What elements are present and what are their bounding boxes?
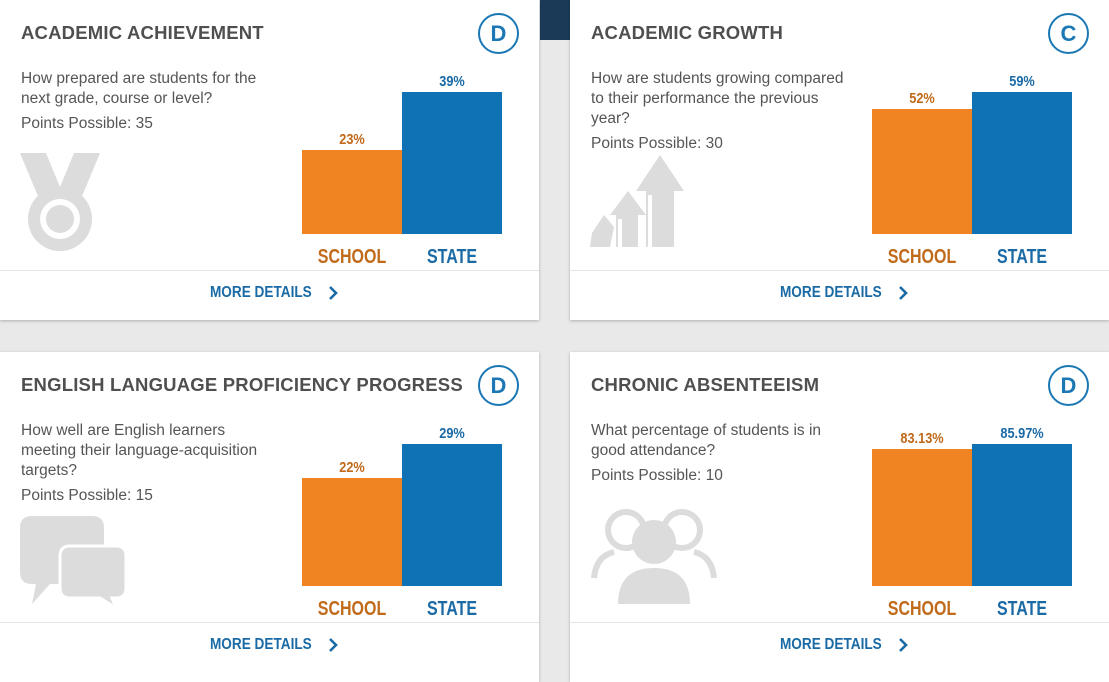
header-band [540,0,570,40]
card-title: ENGLISH LANGUAGE PROFICIENCY PROGRESS [21,374,463,395]
value-label-school: 52% [909,89,935,107]
points-possible: Points Possible: 35 [21,115,153,132]
bar-state [972,92,1072,234]
category-label-school: SCHOOL [317,246,387,268]
card-title: CHRONIC ABSENTEEISM [591,374,820,395]
growth-arrows-icon [590,155,686,260]
bar-chart: 52% 59% SCHOOL STATE [872,0,1073,270]
category-label-state: STATE [996,246,1048,268]
more-details-label: MORE DETAILS [210,636,313,653]
grade-badge: D [1048,365,1089,406]
card-academic-achievement: ACADEMIC ACHIEVEMENT D How prepared are … [0,0,539,320]
question-text: How well are English learners meeting th… [21,422,258,479]
card-title: ACADEMIC ACHIEVEMENT [21,22,264,43]
more-details-label: MORE DETAILS [210,284,313,301]
card-english-language-proficiency: ENGLISH LANGUAGE PROFICIENCY PROGRESS D … [0,352,539,682]
value-label-state: 85.97% [1000,425,1044,442]
bar-chart: 22% 29% SCHOOL STATE [302,352,503,622]
value-label-school: 23% [339,131,365,149]
card-description: How prepared are students for the next g… [21,69,283,134]
category-label-state: STATE [426,598,478,620]
grade-badge: C [1048,13,1089,54]
card-title: ACADEMIC GROWTH [591,22,784,43]
value-label-school: 83.13% [900,429,944,447]
question-text: How prepared are students for the next g… [21,70,257,107]
points-possible: Points Possible: 10 [591,467,723,484]
more-details-link[interactable]: MORE DETAILS [570,636,1109,654]
value-label-state: 39% [439,73,465,90]
speech-bubbles-icon [20,516,128,613]
more-details-label: MORE DETAILS [780,284,883,301]
bar-school [872,448,972,586]
category-label-school: SCHOOL [317,598,387,620]
question-text: How are students growing compared to the… [591,70,844,127]
card-description: How are students growing compared to the… [591,69,853,154]
plot-area: 52% 59% [872,0,1073,234]
more-details-link[interactable]: MORE DETAILS [0,636,539,654]
card-description: How well are English learners meeting th… [21,421,283,506]
plot-area: 22% 29% [302,352,503,586]
bar-school [302,478,402,586]
more-details-link[interactable]: MORE DETAILS [570,284,1109,302]
more-details-link[interactable]: MORE DETAILS [0,284,539,302]
grade-badge: D [478,365,519,406]
card-chronic-absenteeism: CHRONIC ABSENTEEISM D What percentage of… [570,352,1109,682]
divider [570,270,1109,271]
points-possible: Points Possible: 15 [21,487,153,504]
chevron-right-icon [898,637,908,652]
medal-icon [20,153,100,260]
bar-school [872,108,972,234]
chevron-right-icon [328,637,338,652]
plot-area: 23% 39% [302,0,503,234]
value-label-state: 59% [1009,73,1035,90]
people-icon [590,506,718,611]
divider [570,622,1109,623]
category-label-school: SCHOOL [887,246,957,268]
bar-school [302,150,402,234]
divider [0,622,539,623]
more-details-label: MORE DETAILS [780,636,883,653]
grade-badge: D [478,13,519,54]
category-label-state: STATE [426,246,478,268]
chevron-right-icon [328,285,338,300]
category-label-state: STATE [996,598,1048,620]
bar-state [972,444,1072,586]
points-possible: Points Possible: 30 [591,135,723,152]
bar-state [402,444,502,586]
plot-area: 83.13% 85.97% [872,352,1073,586]
question-text: What percentage of students is in good a… [591,422,822,459]
value-label-state: 29% [439,425,465,442]
bar-state [402,92,502,234]
bar-chart: 23% 39% SCHOOL STATE [302,0,503,270]
category-label-school: SCHOOL [887,598,957,620]
divider [0,270,539,271]
value-label-school: 22% [339,459,365,477]
card-academic-growth: ACADEMIC GROWTH C How are students growi… [570,0,1109,320]
card-description: What percentage of students is in good a… [591,421,853,486]
chevron-right-icon [898,285,908,300]
bar-chart: 83.13% 85.97% SCHOOL STATE [872,352,1073,622]
